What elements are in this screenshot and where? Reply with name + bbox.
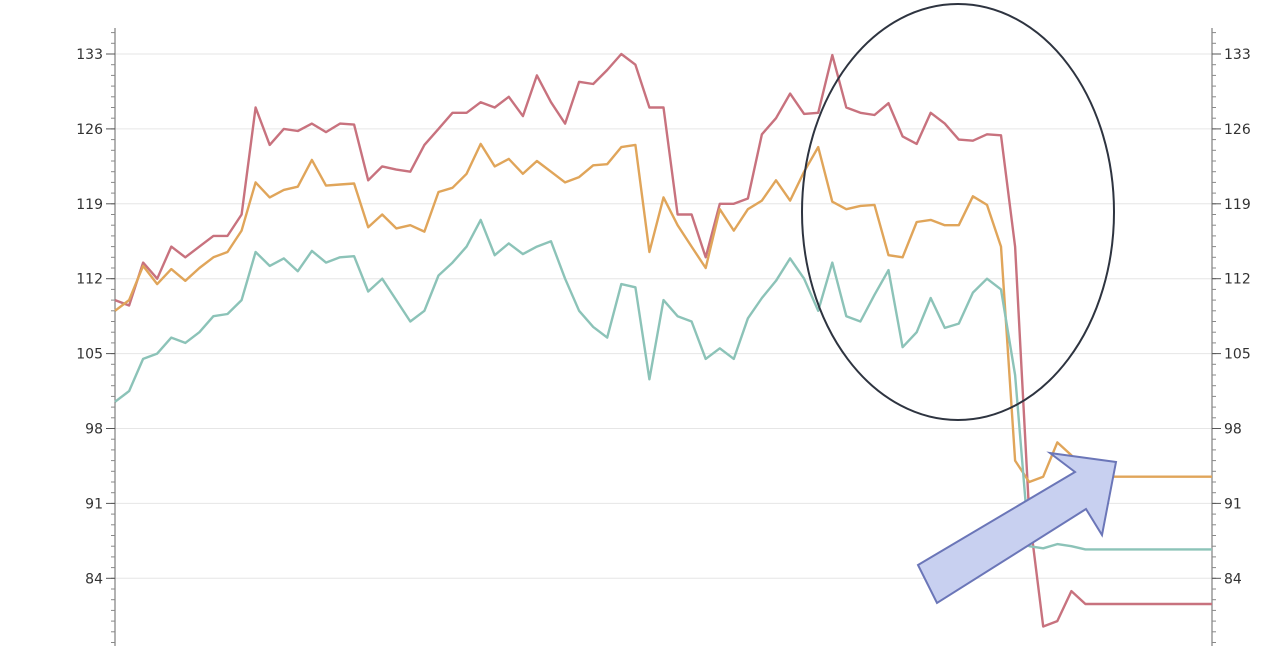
y-tick-label-left: 84: [85, 571, 103, 587]
y-tick-label-left: 133: [76, 47, 103, 63]
y-tick-label-right: 84: [1224, 571, 1242, 587]
annotations: [801, 3, 1118, 605]
y-tick-label-left: 119: [76, 197, 103, 213]
y-tick-label-left: 126: [76, 122, 103, 138]
axes: [106, 28, 1221, 646]
y-tick-label-right: 105: [1224, 347, 1251, 363]
y-tick-label-right: 112: [1224, 272, 1251, 288]
series-line-2: [114, 142, 1212, 484]
y-tick-label-left: 91: [85, 496, 103, 512]
arrow-annotation: [916, 451, 1118, 605]
y-tick-label-right: 119: [1224, 197, 1251, 213]
y-axis-left: 77849198105112119126133: [76, 47, 103, 587]
y-tick-label-right: 98: [1224, 422, 1242, 438]
y-tick-label-right: 133: [1224, 47, 1251, 63]
y-tick-label-left: 112: [76, 272, 103, 288]
series-line-3: [114, 218, 1212, 551]
y-tick-label-right: 126: [1224, 122, 1251, 138]
y-tick-label-left: 105: [76, 347, 103, 363]
y-tick-label-right: 91: [1224, 496, 1242, 512]
highlight-ellipse: [801, 3, 1115, 421]
series-group: [114, 52, 1212, 628]
y-tick-label-left: 98: [85, 422, 103, 438]
gridlines: [115, 53, 1212, 579]
y-axis-right: 77849198105112119126133: [1224, 47, 1251, 587]
series-line-1: [114, 52, 1212, 628]
